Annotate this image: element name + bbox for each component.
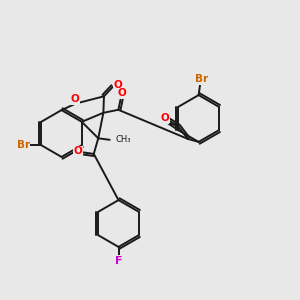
Text: Br: Br [17,140,30,150]
Text: Br: Br [195,74,208,84]
Text: CH₃: CH₃ [115,135,130,144]
Text: F: F [115,256,122,266]
Text: O: O [159,114,168,124]
Text: O: O [74,146,82,156]
Text: O: O [114,80,122,90]
Text: O: O [160,112,169,123]
Text: O: O [118,88,127,98]
Text: O: O [70,94,79,104]
